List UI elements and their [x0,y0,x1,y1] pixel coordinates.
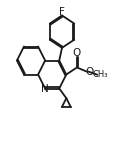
Text: O: O [85,67,93,77]
Text: N: N [41,83,49,94]
Text: O: O [73,48,81,58]
Text: CH₃: CH₃ [92,70,108,79]
Text: F: F [59,7,65,16]
